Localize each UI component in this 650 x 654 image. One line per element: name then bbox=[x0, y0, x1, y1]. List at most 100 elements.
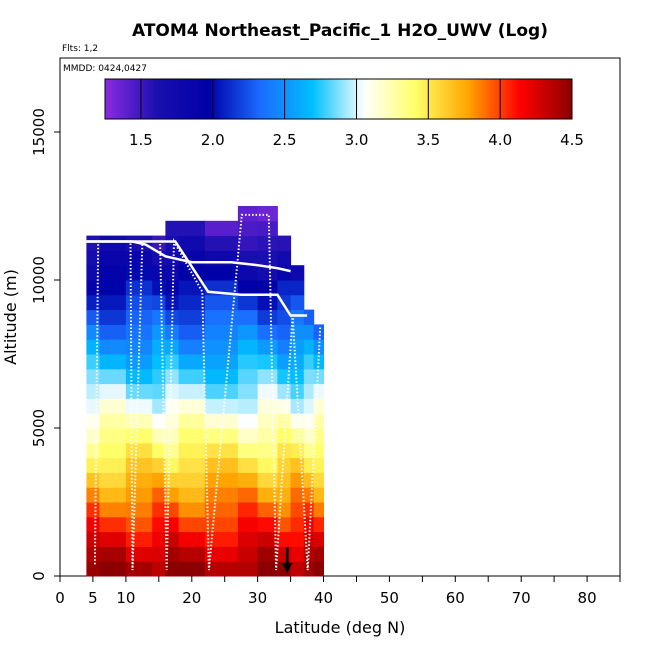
heatmap-cell bbox=[257, 487, 278, 503]
heatmap-cell bbox=[165, 546, 180, 562]
heatmap-cell bbox=[290, 309, 305, 325]
heatmap-cell bbox=[204, 265, 239, 281]
heatmap-cell bbox=[99, 339, 127, 355]
heatmap-cell bbox=[290, 354, 305, 370]
heatmap-cell bbox=[204, 502, 239, 518]
heatmap-cell bbox=[99, 354, 127, 370]
heatmap-cell bbox=[204, 339, 239, 355]
heatmap-cell bbox=[125, 561, 153, 577]
heatmap-cell bbox=[237, 368, 259, 385]
heatmap-cell bbox=[204, 294, 239, 311]
heatmap-cell bbox=[277, 398, 292, 414]
heatmap-cell bbox=[152, 368, 166, 385]
heatmap-cell bbox=[99, 250, 127, 266]
heatmap-cell bbox=[165, 383, 180, 399]
heatmap-cell bbox=[178, 294, 206, 311]
heatmap-cell bbox=[237, 502, 259, 518]
heatmap-cell bbox=[237, 354, 259, 370]
heatmap-cell bbox=[204, 413, 239, 429]
heatmap-cell bbox=[99, 398, 127, 414]
heatmap-cell bbox=[99, 546, 127, 562]
heatmap-cell bbox=[237, 383, 259, 399]
heatmap-cell bbox=[125, 354, 153, 370]
heatmap-cell bbox=[237, 220, 259, 237]
heatmap-cell bbox=[86, 383, 101, 399]
heatmap-cell bbox=[99, 235, 127, 251]
heatmap-cell bbox=[99, 457, 127, 473]
heatmap-cell bbox=[303, 339, 315, 355]
heatmap-cell bbox=[99, 413, 127, 429]
heatmap-cell bbox=[257, 413, 278, 429]
heatmap-cell bbox=[178, 502, 206, 518]
heatmap-cell bbox=[237, 235, 259, 251]
heatmap-cell bbox=[290, 428, 305, 444]
heatmap-cell bbox=[152, 502, 166, 518]
heatmap-cell bbox=[99, 324, 127, 340]
heatmap-cell bbox=[303, 442, 315, 459]
heatmap-cell bbox=[125, 294, 153, 311]
heatmap-cell bbox=[178, 561, 206, 577]
heatmap-cell bbox=[290, 368, 305, 385]
heatmap-cell bbox=[99, 265, 127, 281]
heatmap-cell bbox=[277, 546, 292, 562]
heatmap-cell bbox=[237, 442, 259, 459]
heatmap-cell bbox=[86, 502, 101, 518]
heatmap-cell bbox=[303, 487, 315, 503]
heatmap-cell bbox=[125, 280, 153, 296]
heatmap-cell bbox=[86, 368, 101, 385]
heatmap-cell bbox=[178, 383, 206, 399]
heatmap-cell bbox=[313, 546, 324, 562]
heatmap-cell bbox=[290, 339, 305, 355]
y-tick-label: 5000 bbox=[30, 409, 48, 447]
heatmap-cell bbox=[290, 294, 305, 311]
heatmap-cell bbox=[165, 294, 180, 311]
heatmap-cell bbox=[204, 428, 239, 444]
heatmap-cell bbox=[86, 457, 101, 473]
heatmap-cell bbox=[152, 442, 166, 459]
heatmap-cell bbox=[165, 442, 180, 459]
x-tick-label: 10 bbox=[116, 589, 135, 607]
heatmap-cell bbox=[86, 294, 101, 311]
heatmap-cell bbox=[86, 280, 101, 296]
heatmap-cell bbox=[178, 324, 206, 340]
heatmap-cell bbox=[257, 516, 278, 533]
heatmap-cell bbox=[165, 220, 180, 237]
heatmap-cell bbox=[277, 472, 292, 488]
colorbar-tick-label: 2.5 bbox=[273, 131, 297, 149]
heatmap-cell bbox=[277, 457, 292, 473]
heatmap-cell bbox=[165, 457, 180, 473]
heatmap-cell bbox=[152, 354, 166, 370]
heatmap-cell bbox=[277, 516, 292, 533]
heatmap-cell bbox=[178, 309, 206, 325]
heatmap-cell bbox=[99, 368, 127, 385]
colorbar-tick-label: 4.0 bbox=[488, 131, 512, 149]
heatmap-cell bbox=[237, 516, 259, 533]
flights-label: Flts: 1,2 bbox=[62, 44, 98, 54]
colorbar-tick-label: 1.5 bbox=[129, 131, 153, 149]
y-tick-label: 0 bbox=[30, 571, 48, 581]
heatmap-cell bbox=[125, 516, 153, 533]
heatmap-cell bbox=[152, 309, 166, 325]
heatmap-cell bbox=[290, 265, 305, 281]
heatmap-cell bbox=[165, 354, 180, 370]
heatmap-cell bbox=[237, 206, 259, 222]
heatmap-cell bbox=[277, 354, 292, 370]
heatmap-cell bbox=[86, 413, 101, 429]
heatmap-cell bbox=[125, 383, 153, 399]
heatmap-cell bbox=[237, 487, 259, 503]
heatmap-cell bbox=[313, 339, 324, 355]
heatmap-cell bbox=[152, 280, 166, 296]
x-tick-label: 80 bbox=[578, 589, 597, 607]
heatmap-cell bbox=[152, 531, 166, 547]
heatmap-cell bbox=[303, 516, 315, 533]
heatmap-cell bbox=[257, 472, 278, 488]
heatmap-cell bbox=[204, 235, 239, 251]
flight-track-layer bbox=[86, 213, 322, 574]
heatmap-cell bbox=[303, 457, 315, 473]
colorbar: 1.5 2.0 2.5 3.0 3.5 4.0 4.5 bbox=[104, 78, 584, 149]
heatmap-cell bbox=[86, 561, 101, 577]
heatmap-cell bbox=[204, 220, 239, 237]
heatmap-cell bbox=[178, 472, 206, 488]
heatmap-cell bbox=[99, 516, 127, 533]
